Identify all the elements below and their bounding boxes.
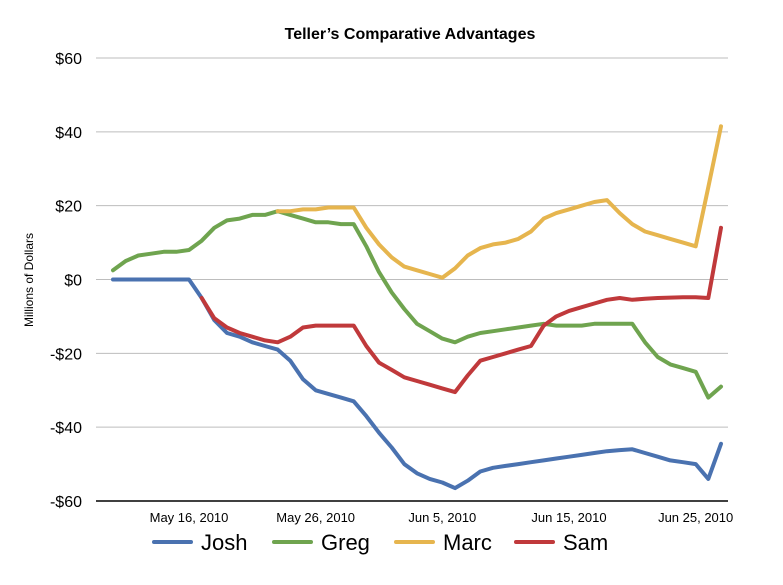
series-line-greg xyxy=(111,209,723,400)
y-tick-label: $60 xyxy=(55,51,82,68)
series-line-josh xyxy=(111,277,723,491)
legend-label-greg: Greg xyxy=(321,530,370,555)
y-tick-label: $0 xyxy=(64,273,82,290)
x-tick-label: May 16, 2010 xyxy=(150,510,229,525)
legend-label-josh: Josh xyxy=(201,530,247,555)
gridlines xyxy=(96,57,728,428)
series-lines xyxy=(111,124,723,491)
series-line-marc xyxy=(275,124,723,280)
x-tick-label: May 26, 2010 xyxy=(276,510,355,525)
legend-label-marc: Marc xyxy=(443,530,492,555)
chart-title: Teller’s Comparative Advantages xyxy=(285,26,536,43)
y-tick-label: $40 xyxy=(55,125,82,142)
legend-label-sam: Sam xyxy=(563,530,608,555)
y-tick-label: $20 xyxy=(55,199,82,216)
x-tick-label: Jun 5, 2010 xyxy=(408,510,476,525)
y-axis-ticks: $60 $40 $20 $0 -$20 -$40 -$60 xyxy=(50,51,82,511)
y-tick-label: -$20 xyxy=(50,346,82,363)
y-tick-label: -$40 xyxy=(50,420,82,437)
x-axis-ticks: May 16, 2010 May 26, 2010 Jun 5, 2010 Jun 1… xyxy=(150,510,734,525)
legend: Josh Greg Marc Sam xyxy=(152,530,608,555)
x-tick-label: Jun 25, 2010 xyxy=(658,510,733,525)
y-tick-label: -$60 xyxy=(50,494,82,511)
series-line-sam xyxy=(199,225,723,395)
y-axis-label: Millions of Dollars xyxy=(22,233,36,327)
x-tick-label: Jun 15, 2010 xyxy=(531,510,606,525)
